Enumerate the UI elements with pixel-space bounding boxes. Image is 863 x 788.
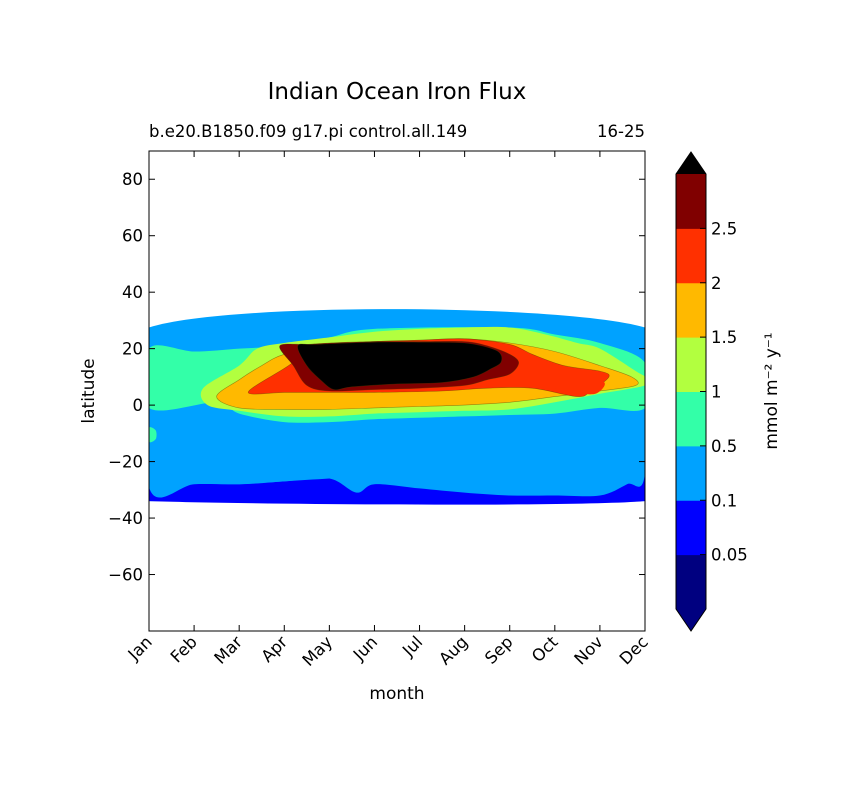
chart-subtitle-right: 16-25: [597, 122, 645, 141]
y-tick-label: 40: [122, 283, 143, 302]
colorbar: 0.05 0.1 0.5 1 1.5 2 2.5: [675, 151, 748, 632]
colorbar-tick-label: 1.5: [711, 328, 737, 347]
contour-patch-level-3: [149, 427, 157, 443]
x-axis-label: month: [369, 684, 424, 704]
y-axis-ticks: 80 60 40 20 0 −20 −40 −60: [108, 170, 645, 585]
colorbar-segment: [676, 554, 706, 610]
colorbar-segment: [676, 282, 706, 338]
y-tick-label: −40: [108, 509, 143, 528]
chart-title: Indian Ocean Iron Flux: [268, 79, 527, 105]
y-tick-label: 20: [122, 340, 143, 359]
colorbar-tick-label: 0.05: [711, 546, 748, 565]
colorbar-segment: [676, 391, 706, 447]
contour-region-level-8: [297, 341, 503, 391]
contour-layer: [149, 309, 645, 505]
plot-frame: [148, 150, 646, 632]
colorbar-extend-top: [676, 152, 706, 174]
y-tick-label: 60: [122, 227, 143, 246]
y-tick-label: −60: [108, 566, 143, 585]
colorbar-segment: [676, 174, 706, 229]
colorbar-tick-label: 0.1: [711, 491, 737, 510]
colorbar-tick-label: 1: [711, 383, 722, 402]
colorbar-outline: [675, 151, 707, 632]
y-tick-label: −20: [108, 453, 143, 472]
colorbar-tick-label: 2.5: [711, 219, 737, 238]
y-tick-label: 0: [133, 396, 144, 415]
y-axis-label: latitude: [79, 358, 99, 423]
colorbar-segment: [676, 500, 706, 556]
colorbar-tick-label: 0.5: [711, 437, 737, 456]
colorbar-segment: [676, 337, 706, 392]
colorbar-tick-label: 2: [711, 274, 722, 293]
colorbar-segment: [676, 228, 706, 284]
colorbar-label: mmol m⁻² y⁻¹: [762, 332, 782, 449]
y-tick-label: 80: [122, 170, 143, 189]
contour-patch-level-6: [552, 376, 605, 395]
colorbar-segment: [676, 445, 706, 501]
colorbar-extend-bottom: [676, 609, 706, 631]
chart-subtitle-left: b.e20.B1850.f09 g17.pi control.all.149: [149, 122, 467, 141]
